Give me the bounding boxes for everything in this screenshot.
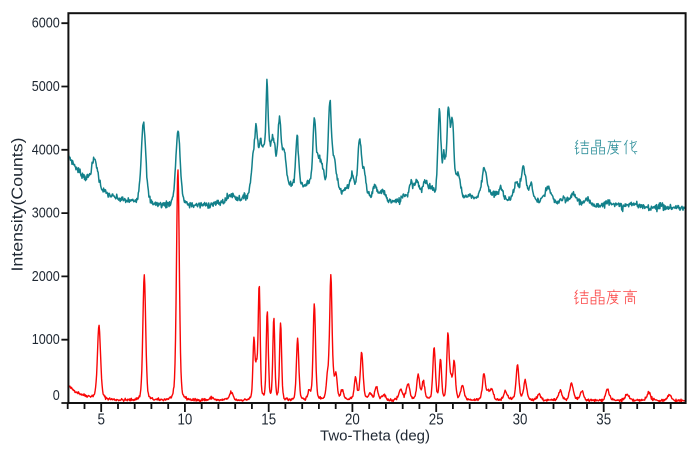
svg-text:0: 0 [53, 387, 60, 404]
svg-text:15: 15 [261, 411, 276, 428]
svg-text:2000: 2000 [32, 268, 60, 285]
svg-text:30: 30 [513, 411, 528, 428]
svg-text:10: 10 [178, 411, 193, 428]
svg-text:4000: 4000 [32, 141, 60, 158]
svg-text:1000: 1000 [32, 331, 60, 348]
svg-text:6000: 6000 [32, 15, 60, 32]
svg-text:20: 20 [345, 411, 360, 428]
svg-text:25: 25 [429, 411, 444, 428]
svg-text:5000: 5000 [32, 78, 60, 95]
svg-text:5: 5 [97, 411, 105, 428]
svg-text:3000: 3000 [32, 205, 60, 222]
svg-text:35: 35 [596, 411, 611, 428]
svg-text:Intensity(Counts): Intensity(Counts) [10, 138, 27, 272]
svg-text:Two-Theta (deg): Two-Theta (deg) [320, 428, 430, 445]
